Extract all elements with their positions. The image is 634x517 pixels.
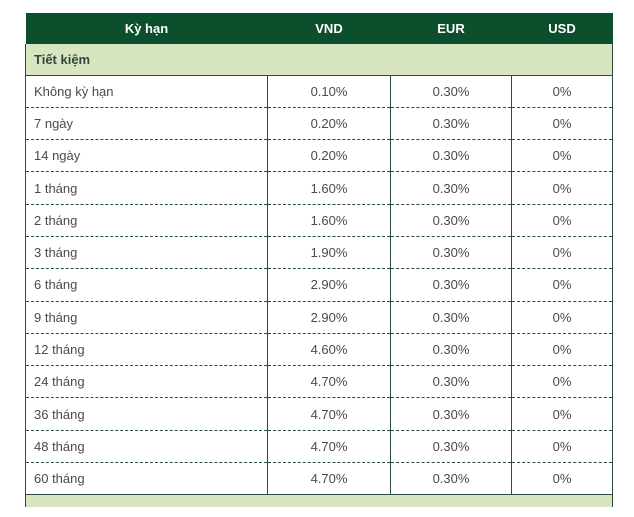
term-cell: 9 tháng: [25, 301, 268, 334]
table-row: Không kỳ hạn 0.10% 0.30% 0%: [25, 75, 613, 108]
partial-section-cell: [25, 494, 613, 507]
term-cell: 7 ngày: [25, 107, 268, 141]
eur-cell: 0.30%: [390, 268, 512, 302]
header-row: Kỳ hạn VND EUR USD: [25, 13, 613, 44]
vnd-cell: 4.70%: [267, 462, 391, 496]
column-header-eur: EUR: [390, 13, 512, 44]
vnd-cell: 4.70%: [267, 365, 391, 399]
usd-cell: 0%: [511, 139, 613, 173]
table-header: Kỳ hạn VND EUR USD: [25, 13, 613, 44]
table-row: 60 tháng 4.70% 0.30% 0%: [25, 462, 613, 496]
table-body: Tiết kiệm Không kỳ hạn 0.10% 0.30% 0% 7 …: [25, 44, 613, 507]
eur-cell: 0.30%: [390, 397, 512, 431]
usd-cell: 0%: [511, 462, 613, 496]
usd-cell: 0%: [511, 107, 613, 141]
table-row: 24 tháng 4.70% 0.30% 0%: [25, 365, 613, 399]
term-cell: 48 tháng: [25, 430, 268, 464]
table-row: 12 tháng 4.60% 0.30% 0%: [25, 333, 613, 367]
vnd-cell: 1.60%: [267, 171, 391, 205]
column-header-vnd: VND: [267, 13, 391, 44]
term-cell: 24 tháng: [25, 365, 268, 399]
table-row: 14 ngày 0.20% 0.30% 0%: [25, 139, 613, 173]
term-cell: 1 tháng: [25, 171, 268, 205]
term-cell: 60 tháng: [25, 462, 268, 496]
section-row-partial: [25, 494, 613, 507]
term-cell: 2 tháng: [25, 204, 268, 237]
usd-cell: 0%: [511, 236, 613, 270]
table-row: 1 tháng 1.60% 0.30% 0%: [25, 171, 613, 205]
eur-cell: 0.30%: [390, 333, 512, 367]
eur-cell: 0.30%: [390, 204, 512, 237]
table-row: 2 tháng 1.60% 0.30% 0%: [25, 204, 613, 237]
vnd-cell: 4.70%: [267, 430, 391, 464]
section-label: Tiết kiệm: [25, 44, 613, 76]
vnd-cell: 4.70%: [267, 397, 391, 431]
usd-cell: 0%: [511, 397, 613, 431]
usd-cell: 0%: [511, 430, 613, 464]
eur-cell: 0.30%: [390, 236, 512, 270]
eur-cell: 0.30%: [390, 462, 512, 496]
usd-cell: 0%: [511, 171, 613, 205]
vnd-cell: 0.10%: [267, 75, 391, 108]
eur-cell: 0.30%: [390, 171, 512, 205]
eur-cell: 0.30%: [390, 139, 512, 173]
term-cell: Không kỳ hạn: [25, 75, 268, 108]
table-row: 6 tháng 2.90% 0.30% 0%: [25, 268, 613, 302]
eur-cell: 0.30%: [390, 301, 512, 334]
interest-rate-table: Kỳ hạn VND EUR USD Tiết kiệm Không kỳ hạ…: [25, 13, 613, 507]
term-cell: 36 tháng: [25, 397, 268, 431]
term-cell: 3 tháng: [25, 236, 268, 270]
usd-cell: 0%: [511, 75, 613, 108]
eur-cell: 0.30%: [390, 107, 512, 141]
table-row: 9 tháng 2.90% 0.30% 0%: [25, 301, 613, 334]
term-cell: 6 tháng: [25, 268, 268, 302]
vnd-cell: 2.90%: [267, 301, 391, 334]
section-row-savings: Tiết kiệm: [25, 44, 613, 76]
column-header-usd: USD: [511, 13, 613, 44]
usd-cell: 0%: [511, 204, 613, 237]
term-cell: 12 tháng: [25, 333, 268, 367]
eur-cell: 0.30%: [390, 75, 512, 108]
vnd-cell: 0.20%: [267, 139, 391, 173]
vnd-cell: 4.60%: [267, 333, 391, 367]
usd-cell: 0%: [511, 268, 613, 302]
column-header-term: Kỳ hạn: [25, 13, 268, 44]
vnd-cell: 2.90%: [267, 268, 391, 302]
vnd-cell: 0.20%: [267, 107, 391, 141]
rates-page: Kỳ hạn VND EUR USD Tiết kiệm Không kỳ hạ…: [0, 13, 634, 517]
term-cell: 14 ngày: [25, 139, 268, 173]
vnd-cell: 1.60%: [267, 204, 391, 237]
eur-cell: 0.30%: [390, 365, 512, 399]
vnd-cell: 1.90%: [267, 236, 391, 270]
table-row: 3 tháng 1.90% 0.30% 0%: [25, 236, 613, 270]
usd-cell: 0%: [511, 365, 613, 399]
table-row: 36 tháng 4.70% 0.30% 0%: [25, 397, 613, 431]
table-row: 48 tháng 4.70% 0.30% 0%: [25, 430, 613, 464]
usd-cell: 0%: [511, 333, 613, 367]
table-row: 7 ngày 0.20% 0.30% 0%: [25, 107, 613, 141]
usd-cell: 0%: [511, 301, 613, 334]
eur-cell: 0.30%: [390, 430, 512, 464]
